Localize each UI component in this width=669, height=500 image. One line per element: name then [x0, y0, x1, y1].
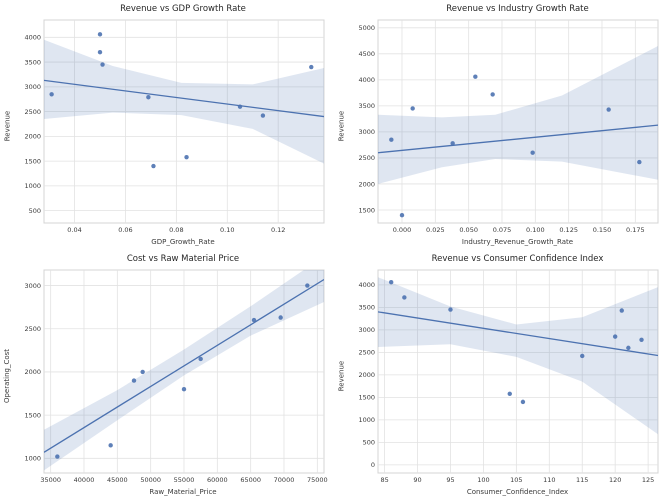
chart-title: Cost vs Raw Material Price [126, 254, 240, 264]
svg-text:2500: 2500 [358, 349, 375, 357]
svg-text:1500: 1500 [24, 157, 41, 165]
svg-text:0.125: 0.125 [559, 226, 578, 234]
svg-text:0.175: 0.175 [626, 226, 645, 234]
svg-text:0.100: 0.100 [526, 226, 545, 234]
svg-text:3000: 3000 [358, 326, 375, 334]
svg-text:500: 500 [363, 439, 375, 447]
scatter-plot-revenue-industry: 0.000 0.025 0.050 0.075 0.100 0.125 0.150 0.175… [358, 19, 659, 234]
chart-cost-vs-raw-material: Cost vs Raw Material Price Operating_Cos… [0, 250, 334, 500]
svg-text:3500: 3500 [24, 58, 41, 66]
svg-text:3000: 3000 [358, 128, 375, 136]
y-axis-label: Operating_Cost [3, 348, 11, 404]
scatter-plot-revenue-gdp: 0.04 0.06 0.08 0.10 0.12 500 1000 1500 2000 2500 3… [24, 19, 325, 234]
svg-text:95: 95 [446, 476, 454, 484]
svg-text:1500: 1500 [24, 411, 41, 419]
svg-text:0: 0 [371, 461, 375, 469]
chart-body: Operating_Cost 35000 40000 45000 50000 55000… [0, 265, 334, 487]
svg-text:110: 110 [543, 476, 555, 484]
svg-text:1500: 1500 [358, 206, 375, 214]
svg-text:120: 120 [609, 476, 621, 484]
svg-text:1000: 1000 [24, 455, 41, 463]
svg-text:3500: 3500 [358, 102, 375, 110]
svg-text:0.04: 0.04 [67, 226, 81, 234]
svg-text:75000: 75000 [307, 476, 328, 484]
y-axis-label: Revenue [337, 360, 345, 392]
chart-revenue-vs-industry-growth: Revenue vs Industry Growth Rate Revenue … [334, 0, 669, 250]
svg-text:35000: 35000 [40, 476, 61, 484]
chart-body: Revenue 0.04 0.06 0.08 0.10 0.12 500 1000 1500 2… [0, 15, 334, 237]
svg-text:5000: 5000 [358, 24, 375, 32]
svg-text:2500: 2500 [24, 325, 41, 333]
svg-text:0.08: 0.08 [169, 226, 183, 234]
svg-text:50000: 50000 [140, 476, 161, 484]
svg-text:4000: 4000 [24, 34, 41, 42]
svg-text:3000: 3000 [24, 83, 41, 91]
chart-body: Revenue 85 90 95 100 105 110 115 120 125 0 500 1000… [334, 265, 669, 487]
svg-text:90: 90 [413, 476, 421, 484]
x-axis-label: Raw_Material_Price [149, 488, 217, 496]
svg-text:125: 125 [642, 476, 654, 484]
svg-text:0.025: 0.025 [426, 226, 445, 234]
chart-title: Revenue vs Industry Growth Rate [446, 4, 589, 14]
svg-text:1500: 1500 [358, 394, 375, 402]
svg-text:2500: 2500 [24, 108, 41, 116]
svg-text:4000: 4000 [358, 76, 375, 84]
svg-text:105: 105 [510, 476, 522, 484]
svg-text:0.075: 0.075 [493, 226, 512, 234]
svg-text:0.050: 0.050 [459, 226, 478, 234]
svg-text:0.06: 0.06 [118, 226, 132, 234]
svg-text:0.000: 0.000 [393, 226, 412, 234]
svg-text:100: 100 [477, 476, 489, 484]
svg-text:70000: 70000 [274, 476, 295, 484]
svg-text:40000: 40000 [74, 476, 95, 484]
svg-text:3500: 3500 [358, 304, 375, 312]
chart-body: Revenue 0.000 0.025 0.050 0.075 0.100 0.125 0.… [334, 15, 669, 237]
svg-text:4000: 4000 [358, 281, 375, 289]
svg-text:45000: 45000 [107, 476, 128, 484]
chart-title: Revenue vs Consumer Confidence Index [431, 254, 604, 264]
scatter-plot-cost-material: 35000 40000 45000 50000 55000 60000 65000 70000… [24, 269, 328, 484]
svg-text:2000: 2000 [24, 133, 41, 141]
svg-text:1000: 1000 [24, 182, 41, 190]
svg-text:2000: 2000 [24, 368, 41, 376]
chart-revenue-vs-consumer-confidence: Revenue vs Consumer Confidence Index Rev… [334, 250, 669, 500]
svg-text:60000: 60000 [207, 476, 228, 484]
svg-text:85: 85 [380, 476, 388, 484]
svg-text:0.10: 0.10 [220, 226, 234, 234]
y-axis-label: Revenue [337, 110, 345, 142]
chart-title: Revenue vs GDP Growth Rate [120, 4, 246, 14]
x-axis-label: Industry_Revenue_Growth_Rate [461, 238, 574, 246]
svg-text:115: 115 [576, 476, 588, 484]
svg-text:3000: 3000 [24, 282, 41, 290]
svg-text:2500: 2500 [358, 154, 375, 162]
y-axis-label: Revenue [3, 110, 11, 142]
svg-text:0.12: 0.12 [271, 226, 285, 234]
svg-text:2000: 2000 [358, 371, 375, 379]
scatter-plot-revenue-confidence: 85 90 95 100 105 110 115 120 125 0 500 1000 1500 2000… [358, 269, 659, 484]
x-axis-label: GDP_Growth_Rate [151, 238, 215, 246]
svg-text:65000: 65000 [240, 476, 261, 484]
svg-text:1000: 1000 [358, 416, 375, 424]
svg-text:4500: 4500 [358, 50, 375, 58]
svg-text:55000: 55000 [174, 476, 195, 484]
x-axis-label: Consumer_Confidence_Index [466, 488, 569, 496]
svg-text:500: 500 [29, 207, 41, 215]
svg-text:0.150: 0.150 [593, 226, 612, 234]
chart-revenue-vs-gdp-growth: Revenue vs GDP Growth Rate Revenue 0.04 0… [0, 0, 334, 250]
svg-text:2000: 2000 [358, 180, 375, 188]
